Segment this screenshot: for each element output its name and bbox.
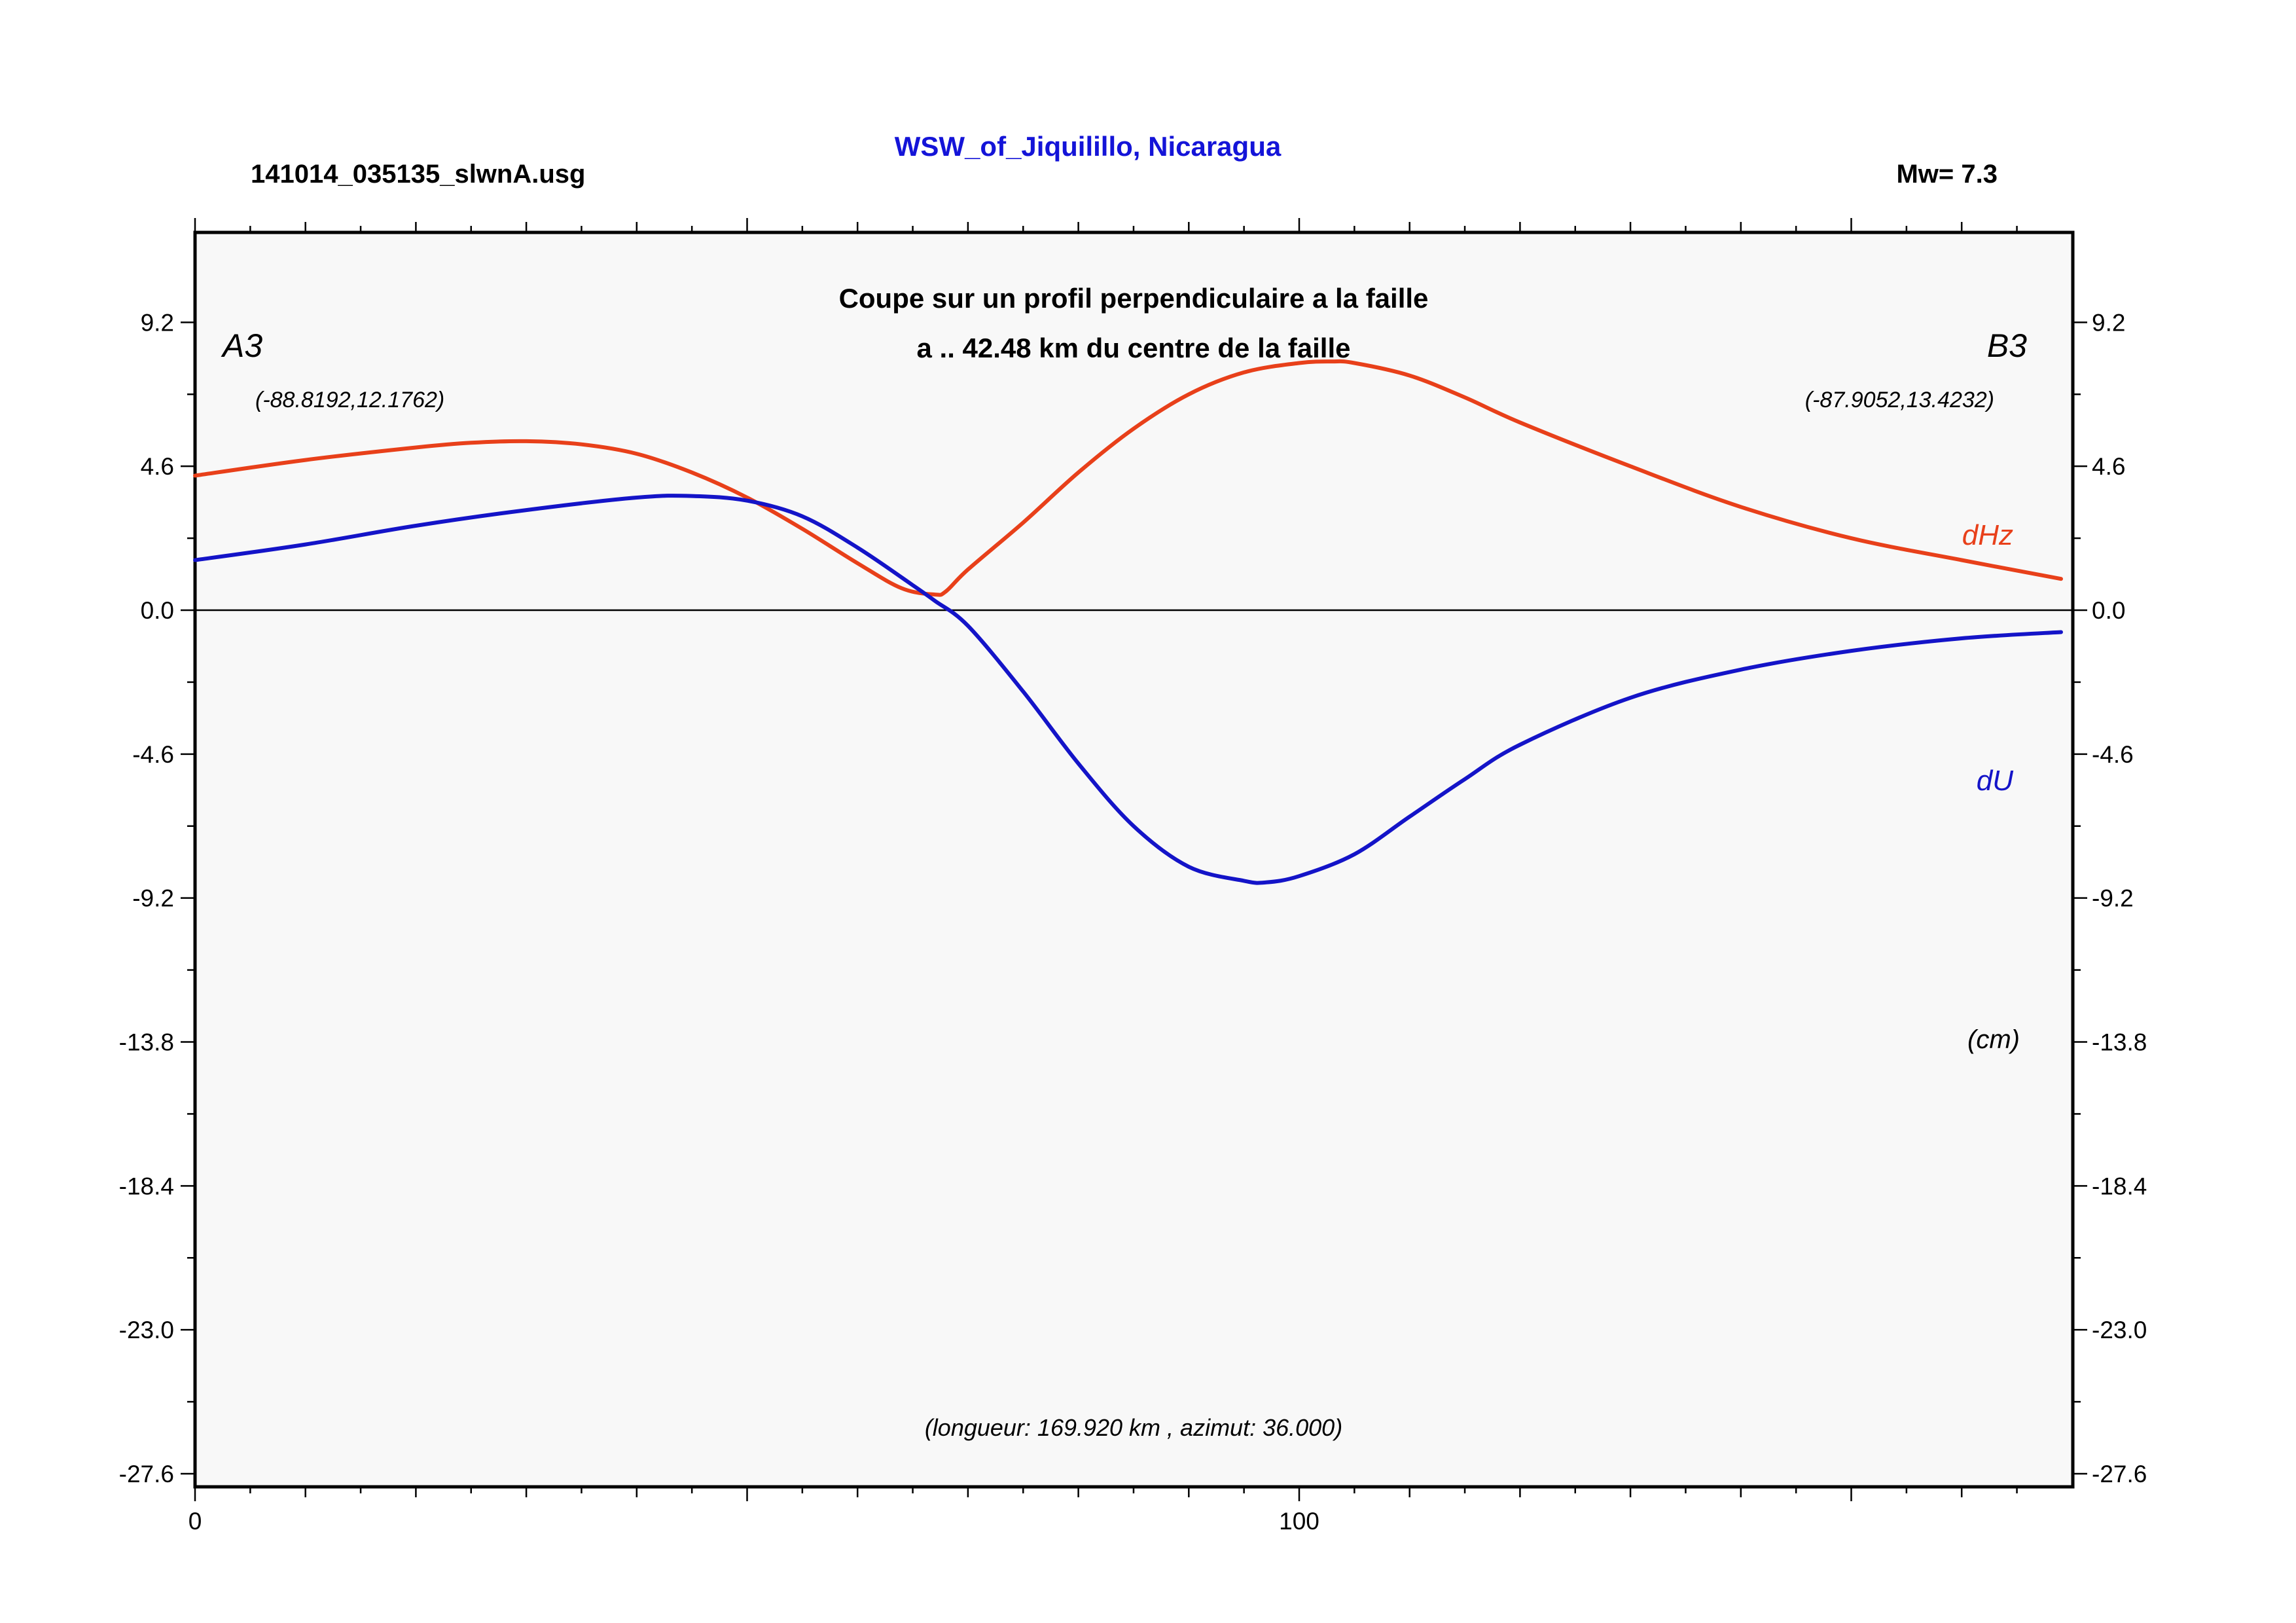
y-tick-label-left: 9.2 xyxy=(141,309,174,336)
file-label: 141014_035135_slwnA.usg xyxy=(251,160,585,189)
plot-area xyxy=(193,230,2075,1489)
y-tick-label-right: -9.2 xyxy=(2092,885,2134,912)
y-tick-label-right: -27.6 xyxy=(2092,1461,2147,1487)
series-group xyxy=(193,359,2063,885)
y-tick-label-right: 4.6 xyxy=(2092,453,2125,480)
location-title: WSW_of_Jiquilillo, Nicaragua xyxy=(895,131,1282,162)
series-label-dU: dU xyxy=(1977,765,2013,797)
series-line-dHz xyxy=(193,359,2063,597)
y-tick-label-left: -27.6 xyxy=(119,1461,174,1487)
y-tick-label-right: -4.6 xyxy=(2092,741,2134,768)
y-tick-label-left: -18.4 xyxy=(119,1173,174,1199)
y-tick-label-left: 0.0 xyxy=(141,597,174,624)
endpoint-a-coords: (-88.8192,12.1762) xyxy=(255,388,444,412)
series-label-dHz: dHz xyxy=(1962,519,2013,551)
y-tick-label-right: -13.8 xyxy=(2092,1029,2147,1056)
magnitude-label: Mw= 7.3 xyxy=(1896,160,1998,189)
axis-ticks xyxy=(181,218,2087,1501)
endpoint-b-coords: (-87.9052,13.4232) xyxy=(1805,388,1994,412)
x-tick-label: 0 xyxy=(188,1508,202,1535)
axis-tick-labels: 9.2 9.2 4.6 4.6 0.0 0.0 -4.6 -4.6 -9.2 -9.2 -13.8 -… xyxy=(119,309,2147,1535)
y-tick-label-left: -13.8 xyxy=(119,1029,174,1056)
y-tick-label-left: 4.6 xyxy=(141,453,174,480)
unit-label: (cm) xyxy=(1967,1025,2020,1054)
y-tick-label-left: -23.0 xyxy=(119,1317,174,1343)
y-tick-label-left: -4.6 xyxy=(132,741,174,768)
endpoint-b-label: B3 xyxy=(1987,327,2027,364)
y-tick-label-right: -23.0 xyxy=(2092,1317,2147,1343)
plot-title-line2: a .. 42.48 km du centre de la faille xyxy=(917,333,1351,363)
y-tick-label-right: -18.4 xyxy=(2092,1173,2147,1199)
series-line-dU xyxy=(193,494,2063,885)
endpoint-a-label: A3 xyxy=(221,327,262,364)
y-tick-label-right: 0.0 xyxy=(2092,597,2125,624)
footer-note: (longueur: 169.920 km , azimut: 36.000) xyxy=(925,1414,1342,1441)
y-tick-label-right: 9.2 xyxy=(2092,309,2125,336)
y-tick-label-left: -9.2 xyxy=(132,885,174,912)
x-tick-label: 100 xyxy=(1279,1508,1319,1535)
plot-title-line1: Coupe sur un profil perpendiculaire a la… xyxy=(839,283,1429,314)
